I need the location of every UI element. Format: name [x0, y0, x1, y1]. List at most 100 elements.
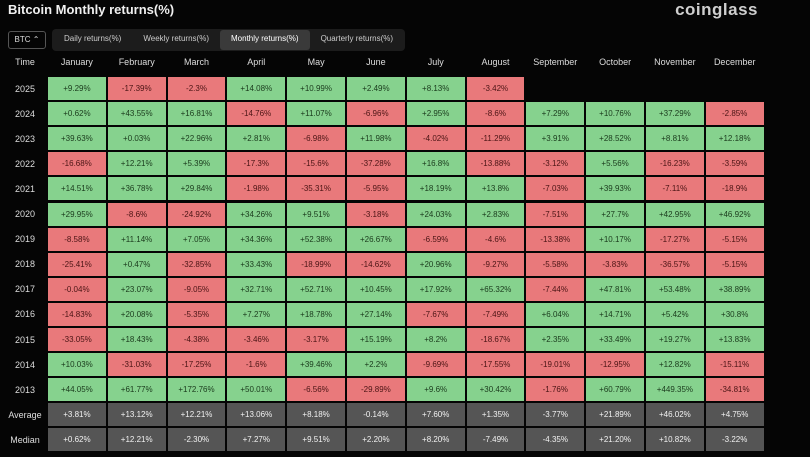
return-cell: +29.84% [167, 177, 226, 201]
return-cell: -9.27% [466, 252, 525, 276]
return-cell: +2.35% [526, 328, 585, 352]
asset-selector[interactable]: BTC ⌃ [8, 31, 46, 49]
return-cell: +13.06% [227, 403, 286, 427]
return-cell: +39.46% [287, 353, 345, 377]
return-cell: -0.14% [347, 403, 405, 427]
return-cell: -7.44% [526, 277, 585, 301]
return-cell: -6.98% [287, 127, 345, 151]
return-cell: +2.83% [466, 202, 525, 226]
return-cell: +14.51% [48, 177, 106, 201]
return-cell: -2.85% [705, 102, 764, 126]
return-cell: +7.05% [167, 227, 226, 251]
tab[interactable]: Monthly returns(%) [220, 30, 310, 50]
return-cell: -5.35% [167, 302, 226, 326]
return-cell: +0.47% [107, 252, 166, 276]
row-label: 2019 [14, 234, 36, 245]
return-cell: +37.29% [646, 102, 704, 126]
return-cell: +27.14% [347, 302, 405, 326]
return-cell: -8.58% [48, 227, 106, 251]
return-cell: +26.67% [347, 227, 405, 251]
return-cell: +18.43% [107, 328, 166, 352]
return-cell: +0.62% [48, 102, 106, 126]
return-cell: +34.26% [227, 202, 286, 226]
return-cell: +11.07% [287, 102, 345, 126]
return-cell: +7.29% [526, 102, 585, 126]
tab-bar: Daily returns(%) Weekly returns(%) Month… [52, 29, 406, 51]
return-cell: -5.95% [347, 177, 405, 201]
return-cell: -6.59% [406, 227, 465, 251]
return-cell: -18.67% [466, 328, 525, 352]
return-cell: -17.55% [466, 353, 525, 377]
return-cell: +4.75% [705, 403, 764, 427]
column-header: November [654, 57, 696, 67]
return-cell: +30.8% [705, 302, 764, 326]
row-label: Median [10, 434, 40, 445]
return-cell: -6.96% [347, 102, 405, 126]
column-header: May [307, 57, 325, 67]
return-cell: -24.92% [167, 202, 226, 226]
return-cell: +53.48% [646, 277, 704, 301]
return-cell: +2.95% [406, 102, 465, 126]
return-cell: +61.77% [107, 378, 166, 402]
return-cell: +12.21% [107, 428, 166, 452]
return-cell: +2.2% [347, 353, 405, 377]
return-cell: +60.79% [586, 378, 644, 402]
return-cell: +12.18% [705, 127, 764, 151]
return-cell: -18.99% [287, 252, 345, 276]
return-cell: +46.02% [646, 403, 704, 427]
return-cell: -34.81% [705, 378, 764, 402]
return-cell: +16.8% [406, 152, 465, 176]
return-cell: +7.27% [227, 302, 286, 326]
return-cell: -5.15% [705, 252, 764, 276]
return-cell: -16.23% [646, 152, 704, 176]
return-cell: -3.77% [526, 403, 585, 427]
return-cell: +27.7% [586, 202, 644, 226]
return-cell: +24.03% [406, 202, 465, 226]
return-cell: +3.91% [526, 127, 585, 151]
tab[interactable]: Daily returns(%) [64, 34, 122, 43]
return-cell: +8.2% [406, 328, 465, 352]
return-cell: +52.38% [287, 227, 345, 251]
return-cell: +7.60% [406, 403, 465, 427]
return-cell: -3.46% [227, 328, 286, 352]
tab[interactable]: Weekly returns(%) [143, 34, 209, 43]
return-cell: -14.83% [48, 302, 106, 326]
logo: coinglass [675, 0, 758, 19]
column-header: June [366, 57, 386, 67]
column-header: December [713, 57, 756, 67]
return-cell: +9.6% [406, 378, 465, 402]
column-header: April [247, 57, 266, 67]
return-cell: -9.05% [167, 277, 226, 301]
return-cell: -3.42% [466, 77, 525, 101]
return-cell: +29.95% [48, 202, 106, 226]
column-header: July [427, 57, 444, 67]
return-cell: +42.95% [646, 202, 704, 226]
return-cell: +65.32% [466, 277, 525, 301]
return-cell: +39.93% [586, 177, 644, 201]
return-cell: +10.82% [646, 428, 704, 452]
return-cell: -17.25% [167, 353, 226, 377]
return-cell: -17.27% [646, 227, 704, 251]
return-cell: -7.67% [406, 302, 465, 326]
return-cell: +14.71% [586, 302, 644, 326]
return-cell: +13.8% [466, 177, 525, 201]
return-cell: +12.82% [646, 353, 704, 377]
tab[interactable]: Quarterly returns(%) [320, 34, 394, 43]
return-cell: +5.42% [646, 302, 704, 326]
row-label: 2014 [14, 359, 36, 370]
return-cell: +12.21% [107, 152, 166, 176]
return-cell: +11.98% [347, 127, 405, 151]
return-cell: -4.6% [466, 227, 525, 251]
return-cell: +7.27% [227, 428, 286, 452]
return-cell: +19.27% [646, 328, 704, 352]
return-cell: +10.17% [586, 227, 644, 251]
return-cell: +12.21% [167, 403, 226, 427]
return-cell: -35.31% [287, 177, 345, 201]
return-cell: +449.35% [646, 378, 704, 402]
return-cell: +38.89% [705, 277, 764, 301]
row-label: 2022 [14, 158, 36, 169]
return-cell: +8.20% [406, 428, 465, 452]
return-cell: -18.9% [705, 177, 764, 201]
return-cell: +16.81% [167, 102, 226, 126]
